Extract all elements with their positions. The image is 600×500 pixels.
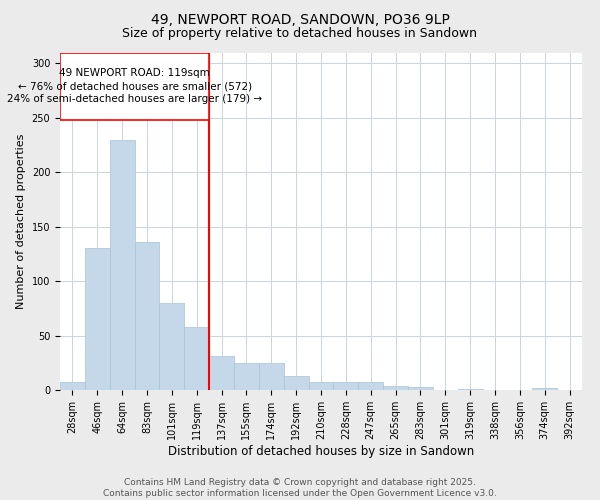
Bar (85, 248, 110, 390)
Bar (358, 382, 383, 390)
Bar (308, 382, 334, 390)
X-axis label: Distribution of detached houses by size in Sandown: Distribution of detached houses by size … (168, 444, 474, 458)
Bar (532, 388, 557, 390)
Text: Contains HM Land Registry data © Crown copyright and database right 2025.
Contai: Contains HM Land Registry data © Crown c… (103, 478, 497, 498)
Bar (184, 327, 209, 390)
Y-axis label: Number of detached properties: Number of detached properties (16, 134, 26, 309)
Bar (284, 376, 308, 390)
Text: 49, NEWPORT ROAD, SANDOWN, PO36 9LP: 49, NEWPORT ROAD, SANDOWN, PO36 9LP (151, 12, 449, 26)
Bar (60, 382, 85, 390)
Bar (334, 382, 358, 390)
Text: Size of property relative to detached houses in Sandown: Size of property relative to detached ho… (122, 28, 478, 40)
Bar (259, 363, 284, 390)
Bar (160, 303, 184, 390)
Bar (458, 389, 482, 390)
Bar (60, 52, 209, 120)
Bar (110, 140, 134, 390)
Bar (383, 386, 408, 390)
Bar (234, 363, 259, 390)
Bar (134, 242, 160, 390)
Text: 49 NEWPORT ROAD: 119sqm
← 76% of detached houses are smaller (572)
24% of semi-d: 49 NEWPORT ROAD: 119sqm ← 76% of detache… (7, 68, 262, 104)
Bar (408, 386, 433, 390)
Bar (209, 356, 234, 390)
